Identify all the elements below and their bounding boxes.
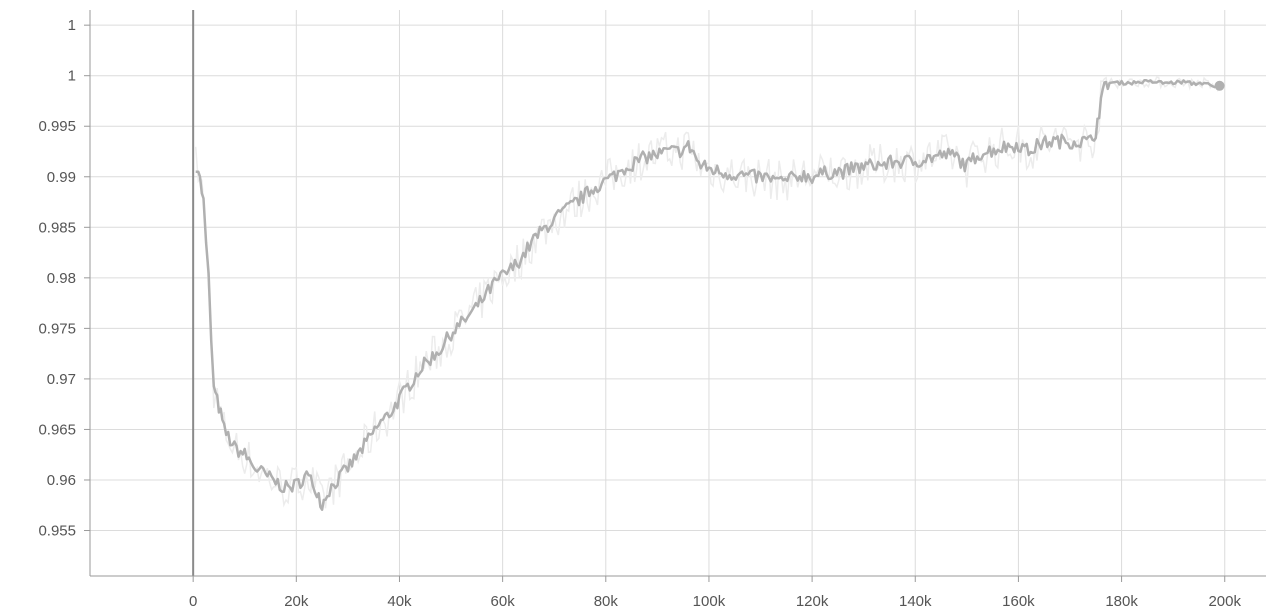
- x-tick-label: 160k: [1002, 593, 1035, 610]
- x-tick-label: 140k: [899, 593, 932, 610]
- y-axis-ticks: 0.955 0.96 0.965 0.97 0.975 0.98 0.985 0.99 0.99…: [38, 17, 90, 540]
- smoothed-series: [195, 79, 1225, 511]
- x-axis-ticks: 0 20k 40k 60k 80k 100k 120k 140k 160k 180k 200k: [189, 576, 1241, 610]
- axes: [89, 10, 1266, 577]
- y-tick-label: 1: [68, 68, 76, 85]
- y-tick-label: 1: [68, 17, 76, 34]
- smoothed-series-line: [195, 79, 1220, 511]
- y-tick-label: 0.96: [47, 472, 76, 489]
- x-tick-label: 60k: [491, 593, 516, 610]
- grid: [90, 10, 1266, 576]
- last-point-marker: [1214, 80, 1225, 91]
- y-tick-label: 0.975: [38, 320, 76, 337]
- y-tick-label: 0.995: [38, 118, 76, 135]
- x-tick-label: 120k: [796, 593, 829, 610]
- x-tick-label: 80k: [594, 593, 619, 610]
- y-tick-label: 0.97: [47, 371, 76, 388]
- x-tick-label: 100k: [693, 593, 726, 610]
- x-tick-label: 200k: [1208, 593, 1241, 610]
- x-tick-label: 40k: [387, 593, 412, 610]
- x-tick-label: 0: [189, 593, 197, 610]
- y-tick-label: 0.965: [38, 421, 76, 438]
- x-tick-label: 20k: [284, 593, 309, 610]
- y-tick-label: 0.99: [47, 169, 76, 186]
- x-tick-label: 180k: [1105, 593, 1138, 610]
- y-tick-label: 0.955: [38, 523, 76, 540]
- y-tick-label: 0.985: [38, 219, 76, 236]
- y-tick-label: 0.98: [47, 270, 76, 287]
